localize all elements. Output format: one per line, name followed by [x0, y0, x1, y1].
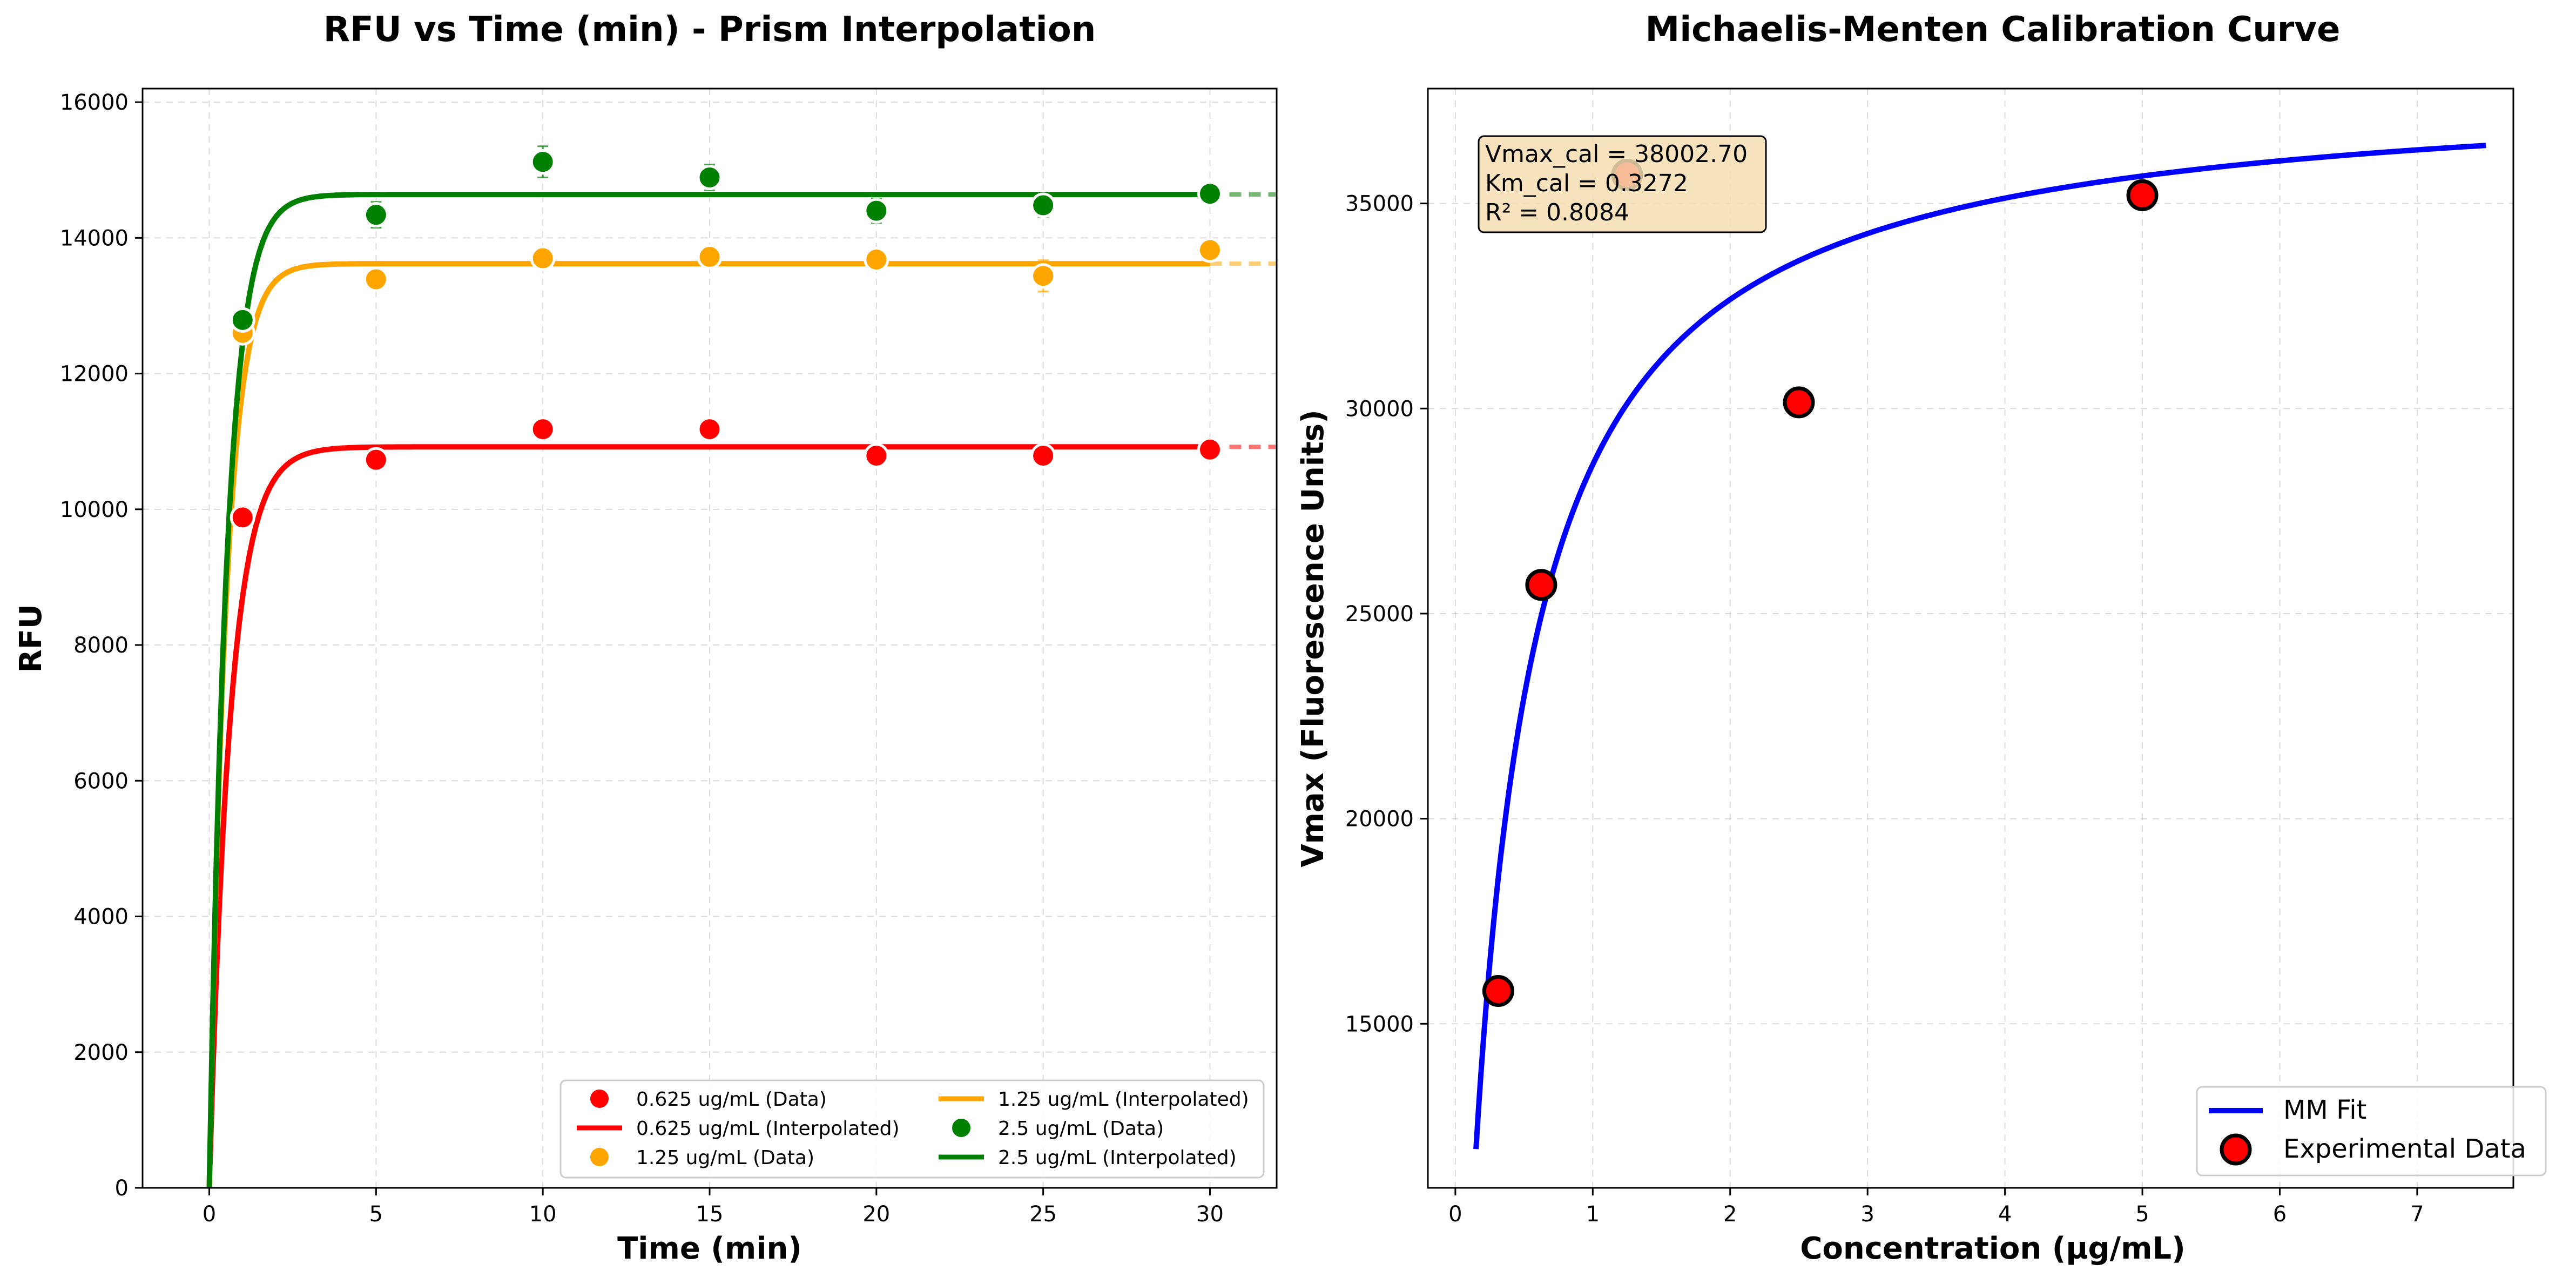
- y-tick-label: 2000: [73, 1040, 129, 1065]
- legend-label-0-625-ug-ml-interpolated: 0.625 ug/mL (Interpolated): [636, 1118, 900, 1140]
- legend-label-mm-fit: MM Fit: [2283, 1095, 2366, 1125]
- data-points: [230, 145, 1223, 530]
- mm-fit-curve: [1473, 143, 2486, 1149]
- x-tick-label: 10: [529, 1202, 557, 1227]
- legend-label-2-5-ug-ml-data: 2.5 ug/mL (Data): [998, 1118, 1164, 1140]
- data-point-1-25-ug-ml: [530, 245, 556, 271]
- plot-frame: [1427, 88, 2514, 1189]
- data-point-1-25-ug-ml: [363, 266, 389, 292]
- x-tick-label: 0: [203, 1202, 216, 1227]
- experimental-point: [1525, 569, 1557, 601]
- legend-label-1-25-ug-ml-interpolated: 1.25 ug/mL (Interpolated): [998, 1088, 1249, 1111]
- data-point-0-625-ug-ml: [1197, 436, 1223, 462]
- x-axis-label: Time (min): [617, 1231, 802, 1266]
- legend-label-0-625-ug-ml-data: 0.625 ug/mL (Data): [636, 1088, 827, 1111]
- x-axis-label: Concentration (µg/mL): [1800, 1231, 2185, 1266]
- x-tick-label: 0: [1448, 1202, 1462, 1227]
- x-tick-label: 1: [1586, 1202, 1600, 1227]
- legend-marker-1-25-ug-ml-data: [588, 1146, 611, 1168]
- x-tick-label: 3: [1860, 1202, 1874, 1227]
- x-tick-label: 15: [696, 1202, 724, 1227]
- x-tick-label: 20: [862, 1202, 890, 1227]
- axis-ticks: 0 1 2 3 4 5 6 7 15000 20000 25000 30000 35000: [1345, 192, 2424, 1227]
- x-tick-label: 25: [1029, 1202, 1057, 1227]
- data-point-2-5-ug-ml: [1030, 192, 1056, 218]
- y-tick-label: 12000: [60, 362, 129, 387]
- data-point-0-625-ug-ml: [230, 505, 255, 530]
- data-point-0-625-ug-ml: [363, 447, 389, 473]
- legend-box: [2196, 1086, 2547, 1177]
- y-tick-label: 10000: [60, 498, 129, 522]
- y-tick-label: 14000: [60, 226, 129, 251]
- x-tick-label: 2: [1723, 1202, 1737, 1227]
- y-axis-label: RFU: [14, 604, 49, 673]
- x-tick-label: 7: [2410, 1202, 2424, 1227]
- fit-annotation: Vmax_cal = 38002.70 Km_cal = 0.3272 R² =…: [1478, 135, 1767, 233]
- legend-marker-experimental: [2220, 1133, 2252, 1166]
- x-tick-label: 30: [1196, 1202, 1224, 1227]
- data-point-0-625-ug-ml: [530, 416, 556, 442]
- legend-label-2-5-ug-ml-interpolated: 2.5 ug/mL (Interpolated): [998, 1147, 1237, 1169]
- chart-title: Michaelis-Menten Calibration Curve: [1646, 10, 2341, 50]
- y-tick-label: 35000: [1345, 192, 1414, 217]
- legend: 0.625 ug/mL (Data) 0.625 ug/mL (Interpola…: [559, 1079, 1265, 1179]
- data-point-2-5-ug-ml: [1197, 181, 1223, 207]
- y-tick-label: 0: [115, 1176, 129, 1201]
- grid: [1428, 89, 2513, 1188]
- data-point-0-625-ug-ml: [864, 443, 889, 469]
- y-tick-label: 30000: [1345, 396, 1414, 421]
- experimental-point: [1783, 386, 1815, 419]
- chart-title: RFU vs Time (min) - Prism Interpolation: [323, 10, 1096, 50]
- x-tick-label: 4: [1998, 1202, 2012, 1227]
- data-point-2-5-ug-ml: [864, 198, 889, 224]
- fit-curves: [206, 192, 1276, 1188]
- mm-fit-line: [1473, 143, 2486, 1149]
- y-axis-label: Vmax (Fluorescence Units): [1296, 409, 1331, 867]
- x-tick-label: 5: [2135, 1202, 2149, 1227]
- data-point-0-625-ug-ml: [1030, 443, 1056, 469]
- data-point-1-25-ug-ml: [864, 247, 889, 273]
- data-point-1-25-ug-ml: [697, 244, 723, 270]
- annotation-box: [1478, 135, 1767, 233]
- michaelis-menten-panel: Michaelis-Menten Calibration Curve 0 1 2 3 4…: [1296, 10, 2547, 1266]
- data-point-2-5-ug-ml: [697, 165, 723, 191]
- data-point-2-5-ug-ml: [363, 202, 389, 228]
- y-tick-label: 6000: [73, 769, 129, 794]
- y-tick-label: 4000: [73, 905, 129, 930]
- legend-label-experimental: Experimental Data: [2283, 1134, 2526, 1164]
- x-tick-label: 5: [369, 1202, 383, 1227]
- data-point-0-625-ug-ml: [697, 416, 723, 442]
- annotation-km: Km_cal = 0.3272: [1485, 170, 1688, 197]
- legend-label-1-25-ug-ml-data: 1.25 ug/mL (Data): [636, 1147, 814, 1169]
- legend-marker-0-625-ug-ml-data: [588, 1087, 611, 1110]
- y-tick-label: 25000: [1345, 602, 1414, 627]
- data-point-2-5-ug-ml: [230, 307, 255, 333]
- data-point-1-25-ug-ml: [1030, 263, 1056, 289]
- y-tick-label: 16000: [60, 90, 129, 115]
- legend-marker-2-5-ug-ml-data: [950, 1117, 973, 1139]
- legend-box: [559, 1079, 1265, 1179]
- y-tick-label: 15000: [1345, 1012, 1414, 1037]
- axis-ticks: 0 5 10 15 20 25 30 0 2000 4000 6000 8000 10000 12000 1…: [60, 90, 1224, 1227]
- experimental-point: [1482, 975, 1514, 1007]
- annotation-vmax: Vmax_cal = 38002.70: [1485, 140, 1748, 168]
- x-tick-label: 6: [2273, 1202, 2287, 1227]
- data-point-1-25-ug-ml: [1197, 237, 1223, 263]
- legend: MM Fit Experimental Data: [2196, 1086, 2547, 1177]
- annotation-r2: R² = 0.8084: [1485, 199, 1629, 226]
- data-point-2-5-ug-ml: [530, 149, 556, 175]
- y-tick-label: 8000: [73, 633, 129, 658]
- experimental-point: [2126, 179, 2159, 211]
- experimental-points: [1482, 158, 2159, 1007]
- y-tick-label: 20000: [1345, 807, 1414, 832]
- rfu-time-panel: RFU vs Time (min) - Prism Interpolation …: [14, 10, 1278, 1266]
